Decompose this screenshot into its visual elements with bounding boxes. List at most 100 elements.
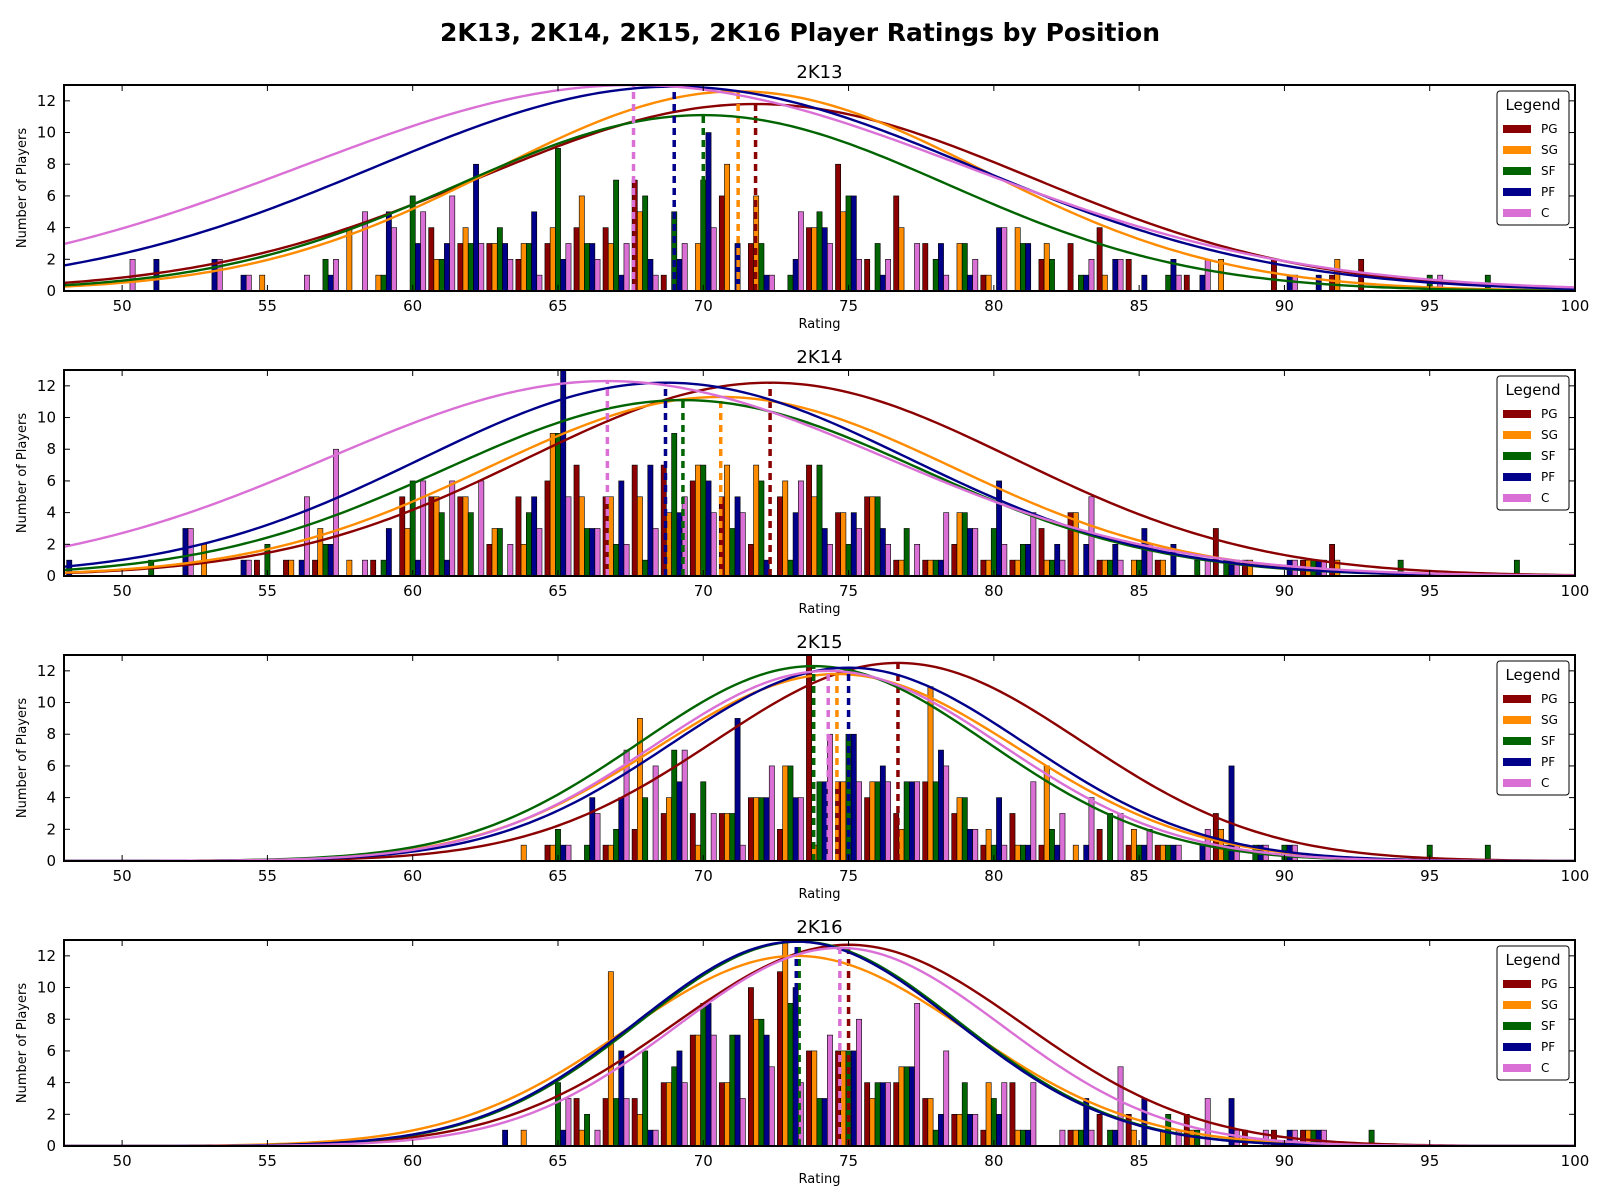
bar-c — [739, 1098, 746, 1146]
legend-label-sf: SF — [1541, 1019, 1556, 1033]
y-tick-label: 0 — [46, 567, 56, 585]
x-axis-label: Rating — [799, 887, 841, 902]
bar-pg — [1067, 243, 1074, 291]
bar-pg — [1183, 274, 1190, 291]
fit-curve-c — [64, 379, 1575, 576]
bar-c — [1117, 1066, 1124, 1146]
legend-label-c: C — [1541, 206, 1549, 220]
bar-pf — [1141, 274, 1148, 291]
legend-swatch-pg — [1503, 695, 1531, 703]
bar-pg — [1329, 274, 1335, 291]
bar-pf — [705, 480, 712, 576]
bar-pg — [1096, 1114, 1103, 1146]
bar-pf — [763, 274, 770, 291]
bar-c — [652, 274, 659, 291]
subplot-2k13: 50 55 60 65 70 75 80 85 90 95 100 0 2 4 6 8 10 12 Rating Nu… — [15, 62, 1589, 332]
bar-sf — [990, 1098, 997, 1146]
bar-c — [681, 749, 688, 861]
x-tick-label: 65 — [548, 1152, 567, 1170]
bar-c — [565, 243, 572, 291]
bar-sf — [1513, 559, 1520, 576]
bar-sg — [578, 496, 585, 576]
bar-sg — [549, 433, 556, 576]
bar-pf — [676, 1050, 683, 1146]
bar-sg — [578, 1129, 585, 1146]
bar-sf — [584, 1114, 590, 1146]
y-axis-label: Number of Players — [15, 413, 30, 533]
bar-pf — [502, 1129, 509, 1146]
bar-sf — [932, 559, 939, 576]
bar-pg — [399, 496, 406, 576]
bar-pg — [602, 1098, 609, 1146]
bar-sg — [1072, 844, 1079, 861]
bar-pg — [631, 1098, 638, 1146]
bar-pf — [327, 544, 334, 576]
bar-sg — [1072, 1129, 1079, 1146]
bar-sf — [816, 1098, 823, 1146]
bar-sg — [695, 243, 701, 291]
y-tick-label: 10 — [37, 124, 56, 142]
x-tick-label: 75 — [839, 297, 858, 315]
bar-pg — [1125, 844, 1132, 861]
bar-sg — [753, 464, 760, 576]
bar-pg — [515, 496, 522, 576]
bar-sg — [637, 1114, 643, 1146]
bar-pf — [1025, 844, 1032, 861]
bar-pf — [66, 559, 73, 576]
bar-sf — [1019, 844, 1026, 861]
bar-c — [856, 781, 862, 861]
bar-sg — [578, 195, 585, 291]
bar-sg — [549, 844, 556, 861]
bar-pf — [473, 163, 479, 291]
bar-c — [972, 259, 979, 291]
bar-pf — [763, 1034, 770, 1146]
bar-pf — [560, 259, 567, 291]
bar-sf — [322, 544, 329, 576]
bar-pf — [763, 559, 770, 576]
bar-pg — [951, 544, 958, 576]
bar-pg — [864, 496, 871, 576]
bar-sf — [932, 259, 939, 291]
bar-c — [623, 1098, 630, 1146]
bar-pg — [893, 195, 900, 291]
bar-pg — [660, 1082, 667, 1146]
legend-swatch-sf — [1503, 167, 1531, 175]
bar-sf — [700, 781, 707, 861]
bar-pg — [922, 781, 929, 861]
bar-c — [943, 1050, 950, 1146]
bar-pf — [821, 1098, 828, 1146]
bar-sg — [462, 496, 469, 576]
bar-sg — [637, 211, 643, 291]
bar-c — [449, 195, 456, 291]
x-tick-label: 60 — [403, 297, 422, 315]
bar-c — [1204, 559, 1211, 576]
bar-pf — [996, 227, 1002, 291]
bar-c — [362, 559, 368, 576]
bar-sg — [840, 781, 847, 861]
bar-pg — [428, 496, 435, 576]
subplot-2k16: 50 55 60 65 70 75 80 85 90 95 100 0 2 4 6 8 10 12 Rating Nu… — [15, 917, 1589, 1187]
bar-pg — [1096, 559, 1103, 576]
bar-c — [333, 259, 339, 291]
bar-c — [362, 211, 368, 291]
legend-label-c: C — [1541, 776, 1549, 790]
bar-sf — [1368, 1129, 1375, 1146]
bar-pg — [922, 243, 929, 291]
bar-sg — [811, 227, 818, 291]
bar-sf — [1019, 1129, 1026, 1146]
bar-pg — [922, 559, 929, 576]
bar-pf — [1199, 274, 1206, 291]
y-tick-label: 0 — [46, 282, 56, 300]
bar-c — [943, 765, 950, 861]
bar-c — [885, 781, 891, 861]
bar-sg — [811, 496, 818, 576]
bar-pg — [748, 797, 754, 861]
bar-c — [739, 844, 746, 861]
y-axis-label: Number of Players — [15, 128, 30, 248]
bar-c — [565, 844, 572, 861]
bar-pg — [1009, 1082, 1016, 1146]
bar-pg — [602, 227, 609, 291]
bar-c — [594, 528, 601, 576]
bar-sf — [961, 1082, 968, 1146]
bar-sf — [729, 528, 736, 576]
